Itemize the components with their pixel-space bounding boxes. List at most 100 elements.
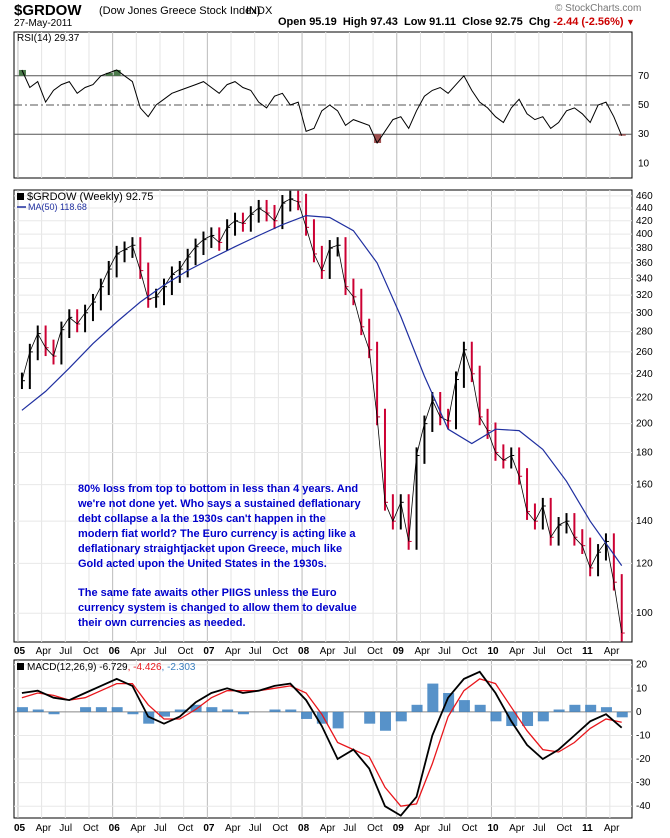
x-axis-top-tick-label: 11 bbox=[582, 646, 593, 657]
x-axis-bottom-tick-label: 10 bbox=[487, 823, 499, 834]
macd-histogram-bar bbox=[600, 707, 612, 712]
macd-histogram-bar bbox=[222, 709, 234, 712]
macd-histogram-bar bbox=[332, 711, 344, 729]
x-axis-bottom-tick-label: Apr bbox=[509, 823, 525, 834]
x-axis-bottom-tick-label: 07 bbox=[203, 823, 215, 834]
x-axis-bottom-tick-label: Oct bbox=[462, 823, 478, 834]
price-tick-label: 400 bbox=[636, 229, 653, 240]
macd-histogram-bar bbox=[427, 683, 439, 712]
x-axis-bottom-tick-label: Jul bbox=[154, 823, 167, 834]
x-axis-bottom-tick-label: 05 bbox=[14, 823, 26, 834]
macd-tick-label: 20 bbox=[636, 660, 648, 671]
x-axis-top-tick-label: 06 bbox=[109, 646, 121, 657]
macd-tick-label: 10 bbox=[636, 683, 648, 694]
x-axis-top-tick-label: 08 bbox=[298, 646, 310, 657]
x-axis-top-tick-label: Apr bbox=[509, 646, 525, 657]
low-value: 91.11 bbox=[429, 16, 456, 28]
macd-histogram-bar bbox=[16, 707, 28, 712]
macd-histogram-bar bbox=[458, 700, 470, 712]
x-axis-top-tick-label: Oct bbox=[556, 646, 572, 657]
macd-histogram-bar bbox=[537, 711, 549, 722]
macd-histogram-bar bbox=[301, 711, 313, 719]
rsi-tick-label: 70 bbox=[638, 71, 650, 82]
x-axis-top-tick-label: 07 bbox=[203, 646, 215, 657]
ma50-line bbox=[21, 214, 623, 566]
x-axis-top-tick-label: Jul bbox=[533, 646, 546, 657]
annotation-paragraph-1: 80% loss from top to bottom in less than… bbox=[78, 483, 361, 570]
macd-histogram-bar bbox=[174, 709, 186, 712]
x-axis-top-tick-label: Oct bbox=[178, 646, 194, 657]
macd-histogram-bar bbox=[522, 711, 534, 727]
rsi-overbought-fill bbox=[18, 69, 26, 76]
price-tick-label: 340 bbox=[636, 274, 653, 285]
x-axis-bottom-tick-label: Oct bbox=[556, 823, 572, 834]
macd-histogram-bar bbox=[269, 709, 281, 712]
macd-title-signal: , -4.426 bbox=[128, 662, 162, 673]
x-axis-price: 05 Apr Jul Oct 06 Apr Jul Oct 07 Apr Jul Oct 08 Apr Ju… bbox=[14, 646, 620, 657]
rsi-overbought-fill bbox=[105, 72, 113, 76]
price-tick-label: 380 bbox=[636, 243, 653, 254]
price-tick-label: 300 bbox=[636, 308, 653, 319]
rsi-panel: 10 30 50 70 RSI(14) 29.37 bbox=[13, 31, 650, 179]
x-axis-bottom-tick-label: Apr bbox=[414, 823, 430, 834]
x-axis-top-tick-label: Jul bbox=[438, 646, 451, 657]
down-arrow-icon: ▼ bbox=[626, 17, 635, 27]
rsi-tick-label: 10 bbox=[638, 158, 650, 169]
macd-title: MACD(12,26,9) -6.729, -4.426, -2.303 bbox=[27, 662, 196, 673]
macd-tick-label: -20 bbox=[636, 754, 651, 765]
x-axis-top-tick-label: Apr bbox=[414, 646, 430, 657]
low-label: Low bbox=[404, 16, 427, 28]
macd-histogram-bar bbox=[95, 707, 107, 712]
price-tick-label: 320 bbox=[636, 290, 653, 301]
macd-title-hist: , -2.303 bbox=[162, 662, 196, 673]
x-axis-bottom-tick-label: Apr bbox=[604, 823, 620, 834]
x-axis-bottom-tick-label: Oct bbox=[367, 823, 383, 834]
macd-title-main: MACD(12,26,9) -6.729 bbox=[27, 662, 128, 673]
price-tick-label: 440 bbox=[636, 203, 653, 214]
x-axis-top-tick-label: Jul bbox=[249, 646, 262, 657]
macd-histogram-bar bbox=[395, 711, 407, 722]
macd-tick-label: -40 bbox=[636, 801, 651, 812]
macd-histogram-bar bbox=[379, 711, 391, 731]
price-legend-swatch bbox=[17, 193, 24, 200]
chart-exchange: INDX bbox=[246, 5, 273, 17]
macd-tick-label: -10 bbox=[636, 730, 651, 741]
x-axis-top-tick-label: 10 bbox=[487, 646, 499, 657]
macd-tick-label: -30 bbox=[636, 778, 651, 789]
chart-index-name: (Dow Jones Greece Stock Index) bbox=[99, 5, 261, 17]
macd-signal-line bbox=[21, 678, 622, 807]
price-tick-label: 200 bbox=[636, 419, 653, 430]
macd-histogram-bar bbox=[411, 704, 423, 712]
x-axis-bottom-tick-label: Apr bbox=[36, 823, 52, 834]
annotation-text: 80% loss from top to bottom in less than… bbox=[78, 482, 368, 645]
x-axis-bottom-tick-label: 11 bbox=[582, 823, 593, 834]
price-line bbox=[21, 198, 623, 634]
x-axis-top-tick-label: Apr bbox=[604, 646, 620, 657]
high-value: 97.43 bbox=[370, 16, 398, 28]
chart-date: 27-May-2011 bbox=[14, 18, 73, 29]
price-panel: 100 120 140 160 180 200 220 240 260 280 300 320 340 3… bbox=[13, 189, 653, 643]
x-axis-top-tick-label: Apr bbox=[225, 646, 241, 657]
rsi-oversold-fill bbox=[618, 134, 626, 136]
macd-histogram-bar bbox=[506, 711, 518, 727]
open-value: 95.19 bbox=[309, 16, 337, 28]
price-tick-label: 140 bbox=[636, 516, 653, 527]
close-value: 92.75 bbox=[495, 16, 523, 28]
price-tick-label: 260 bbox=[636, 347, 653, 358]
macd-histogram-bar bbox=[237, 711, 249, 715]
chart-symbol: $GRDOW bbox=[14, 2, 82, 19]
rsi-tick-label: 30 bbox=[638, 129, 650, 140]
macd-histogram-bar bbox=[206, 707, 218, 712]
macd-histogram-bar bbox=[80, 707, 92, 712]
x-axis-bottom: 05 Apr Jul Oct 06 Apr Jul Oct 07 Apr Jul Oct 08 Apr Ju… bbox=[14, 823, 620, 834]
open-label: Open bbox=[278, 16, 307, 28]
rsi-overbought-fill bbox=[113, 69, 121, 76]
macd-histogram-bar bbox=[490, 711, 502, 722]
macd-histogram-bar bbox=[474, 704, 486, 712]
price-tick-label: 220 bbox=[636, 393, 653, 404]
x-axis-top-tick-label: Apr bbox=[130, 646, 146, 657]
rsi-oversold-fill bbox=[374, 134, 382, 143]
x-axis-top-tick-label: Jul bbox=[343, 646, 356, 657]
